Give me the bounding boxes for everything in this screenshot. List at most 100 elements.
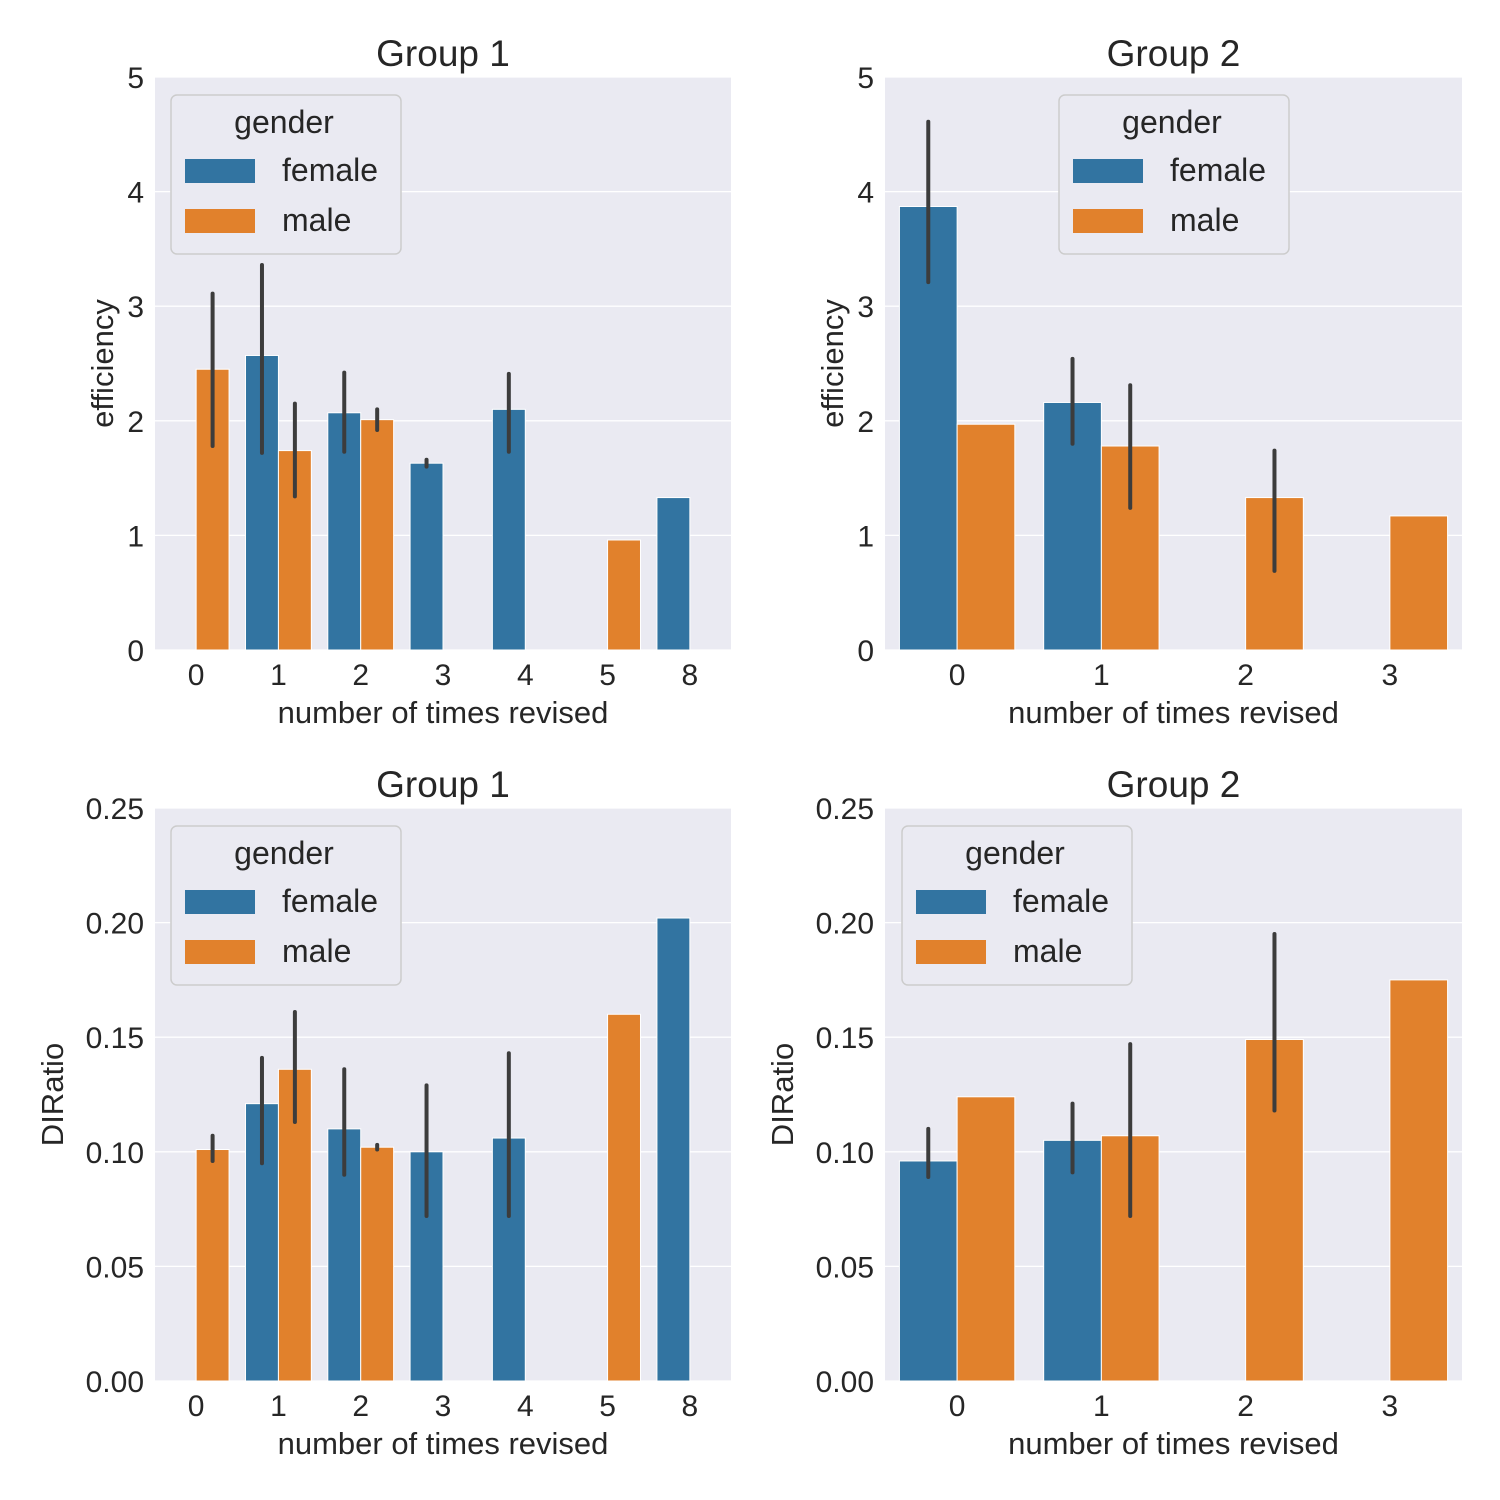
y-tick-label: 0.25 xyxy=(816,793,874,826)
bar-male-2 xyxy=(360,419,395,651)
legend-label-male: male xyxy=(282,933,351,969)
y-tick-label: 2 xyxy=(857,406,874,439)
x-tick-label: 3 xyxy=(435,659,452,692)
x-tick-label: 0 xyxy=(949,659,966,692)
legend: gender female male xyxy=(170,825,402,986)
x-tick-label: 1 xyxy=(270,1390,287,1423)
legend-label-female: female xyxy=(282,152,378,188)
x-tick-label: 2 xyxy=(1237,1390,1254,1423)
legend-title: gender xyxy=(965,835,1065,871)
x-tick-label: 5 xyxy=(599,1390,616,1423)
x-tick-label: 8 xyxy=(682,659,699,692)
x-tick-label: 2 xyxy=(352,659,369,692)
bar-male-0 xyxy=(195,1149,230,1382)
legend-label-male: male xyxy=(1170,202,1239,238)
legend-swatch-male xyxy=(185,940,255,964)
legend-title: gender xyxy=(1122,104,1222,140)
x-axis-label: number of times revised xyxy=(278,1426,609,1461)
y-tick-label: 0.20 xyxy=(816,908,874,941)
chart-title: Group 1 xyxy=(376,33,510,74)
legend-label-female: female xyxy=(1013,883,1109,919)
bar-male-5 xyxy=(607,539,641,651)
y-tick-label: 4 xyxy=(857,177,874,210)
y-axis-label: DIRatio xyxy=(35,1043,70,1146)
x-tick-label: 1 xyxy=(1093,659,1110,692)
y-tick-label: 4 xyxy=(127,177,144,210)
y-tick-label: 0.05 xyxy=(86,1251,144,1284)
chart-panel-3: 0.00 0.05 0.10 0.15 0.20 0.25 0 1 2 3 4 5 8 Group 1 nu… xyxy=(35,764,731,1461)
y-tick-label: 3 xyxy=(857,291,874,324)
y-tick-label: 0.00 xyxy=(816,1366,874,1399)
x-tick-label: 2 xyxy=(352,1390,369,1423)
bar-male-3 xyxy=(1389,979,1449,1382)
chart-panel-1: 0 1 2 3 4 5 0 1 2 3 4 5 8 Group 1 number of times revi… xyxy=(85,33,731,730)
legend-label-female: female xyxy=(282,883,378,919)
bar-male-0 xyxy=(956,423,1016,651)
bar-female-8 xyxy=(656,917,691,1382)
legend-swatch-female xyxy=(916,890,986,914)
y-tick-label: 0.25 xyxy=(86,793,144,826)
y-tick-label: 1 xyxy=(127,520,144,553)
y-tick-label: 0.15 xyxy=(816,1022,874,1055)
x-axis-label: number of times revised xyxy=(278,695,609,730)
x-tick-label: 8 xyxy=(682,1390,699,1423)
x-tick-label: 0 xyxy=(188,1390,205,1423)
y-tick-label: 0.05 xyxy=(816,1251,874,1284)
y-tick-label: 5 xyxy=(857,62,874,95)
legend-swatch-female xyxy=(1073,159,1143,183)
y-tick-label: 0.10 xyxy=(86,1137,144,1170)
legend: gender female male xyxy=(1058,94,1290,255)
bar-male-2 xyxy=(360,1146,395,1382)
bar-female-0 xyxy=(898,1160,958,1382)
y-axis-label: efficiency xyxy=(85,299,120,428)
legend-title: gender xyxy=(234,835,334,871)
bar-female-3 xyxy=(409,462,444,651)
x-tick-label: 4 xyxy=(517,1390,534,1423)
bar-male-3 xyxy=(1389,515,1449,651)
legend: gender female male xyxy=(170,94,402,255)
legend: gender female male xyxy=(901,825,1133,986)
legend-swatch-male xyxy=(916,940,986,964)
legend-label-female: female xyxy=(1170,152,1266,188)
y-tick-label: 0.10 xyxy=(816,1137,874,1170)
chart-panel-4: 0.00 0.05 0.10 0.15 0.20 0.25 0 1 2 3 Group 2 numbe… xyxy=(765,764,1462,1461)
y-tick-label: 1 xyxy=(857,520,874,553)
chart-panel-2: 0 1 2 3 4 5 0 1 2 3 Group 2 number of times revised… xyxy=(815,33,1462,730)
legend-swatch-male xyxy=(1073,209,1143,233)
chart-title: Group 2 xyxy=(1107,33,1241,74)
bar-female-1 xyxy=(1043,1139,1102,1382)
y-tick-label: 0 xyxy=(857,635,874,668)
chart-title: Group 2 xyxy=(1107,764,1241,805)
x-tick-label: 1 xyxy=(270,659,287,692)
bar-male-0 xyxy=(956,1096,1016,1382)
legend-title: gender xyxy=(234,104,334,140)
x-tick-label: 3 xyxy=(1382,659,1399,692)
y-tick-label: 3 xyxy=(127,291,144,324)
x-tick-label: 1 xyxy=(1093,1390,1110,1423)
legend-swatch-female xyxy=(185,159,255,183)
y-tick-label: 0 xyxy=(127,635,144,668)
x-tick-label: 5 xyxy=(599,659,616,692)
y-axis-label: DIRatio xyxy=(765,1043,800,1146)
y-tick-label: 0.00 xyxy=(86,1366,144,1399)
bar-female-8 xyxy=(656,497,691,651)
y-tick-label: 2 xyxy=(127,406,144,439)
legend-swatch-male xyxy=(185,209,255,233)
x-tick-label: 4 xyxy=(517,659,534,692)
legend-swatch-female xyxy=(185,890,255,914)
bar-male-5 xyxy=(607,1013,641,1382)
x-tick-label: 0 xyxy=(949,1390,966,1423)
legend-label-male: male xyxy=(282,202,351,238)
y-tick-label: 0.15 xyxy=(86,1022,144,1055)
x-tick-label: 2 xyxy=(1237,659,1254,692)
legend-label-male: male xyxy=(1013,933,1082,969)
y-tick-label: 0.20 xyxy=(86,908,144,941)
y-axis-label: efficiency xyxy=(815,299,850,428)
x-tick-label: 3 xyxy=(1382,1390,1399,1423)
x-tick-label: 0 xyxy=(188,659,205,692)
x-axis-label: number of times revised xyxy=(1008,1426,1339,1461)
y-tick-label: 5 xyxy=(127,62,144,95)
x-tick-label: 3 xyxy=(435,1390,452,1423)
x-axis-label: number of times revised xyxy=(1008,695,1339,730)
